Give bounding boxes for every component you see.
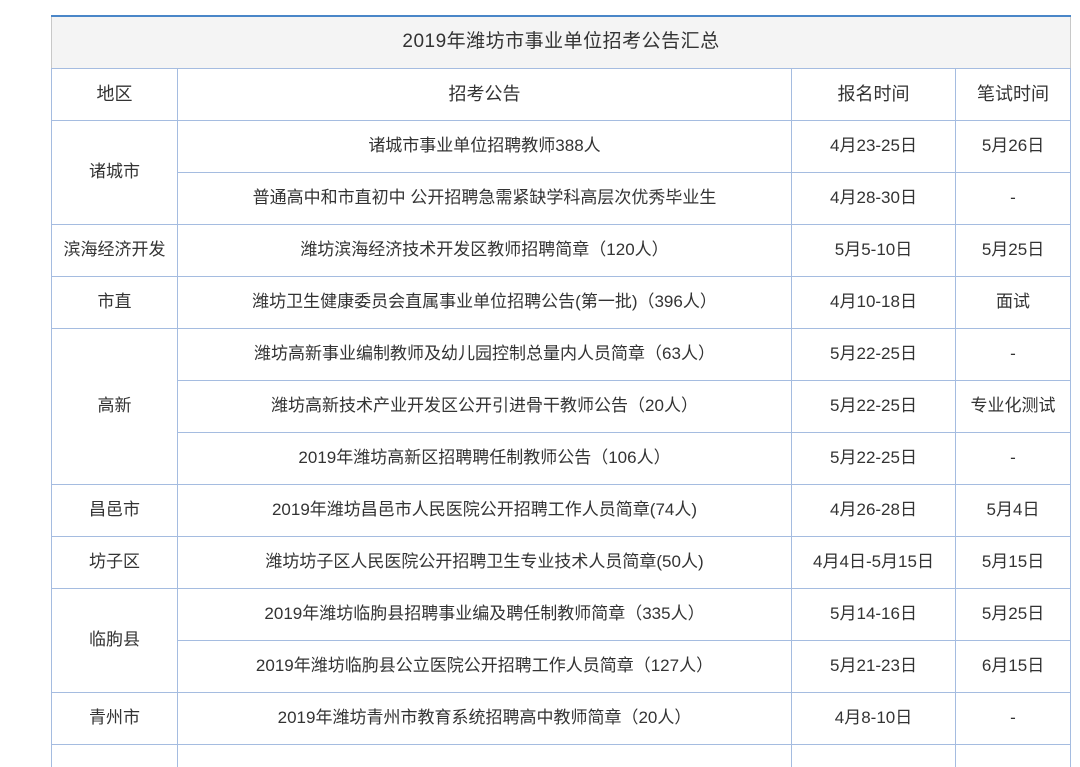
region-cell: 滨海经济开发 xyxy=(51,223,178,277)
signup-date-cell: 4月28-30日 xyxy=(791,171,956,225)
exam-date-cell: 5月26日 xyxy=(954,119,1072,173)
announcement-table-wrapper: 2019年潍坊市事业单位招考公告汇总 地区 招考公告 报名时间 笔试时间 诸城市… xyxy=(50,15,1072,767)
table-row: 普通高中和市直初中 公开招聘急需紧缺学科高层次优秀毕业生 4月28-30日 - xyxy=(52,171,1072,225)
column-header-region: 地区 xyxy=(51,67,178,121)
exam-date-cell: 5月4日 xyxy=(954,483,1072,537)
table-row xyxy=(51,743,1072,767)
signup-date-cell: 5月22-25日 xyxy=(791,431,956,485)
region-cell: 坊子区 xyxy=(51,535,178,589)
exam-date-cell: - xyxy=(954,327,1072,381)
announcement-link[interactable]: 2019年潍坊昌邑市人民医院公开招聘工作人员简章(74人) xyxy=(177,483,792,537)
signup-date-cell: 4月23-25日 xyxy=(791,119,956,173)
announcement-link[interactable]: 潍坊高新事业编制教师及幼儿园控制总量内人员简章（63人） xyxy=(177,327,792,381)
exam-date-cell: 专业化测试 xyxy=(954,379,1072,433)
announcement-link[interactable]: 潍坊卫生健康委员会直属事业单位招聘公告(第一批)（396人） xyxy=(177,275,792,329)
column-header-exam: 笔试时间 xyxy=(954,67,1072,121)
signup-date-cell: 5月14-16日 xyxy=(791,587,956,641)
region-cell: 诸城市 xyxy=(51,119,178,225)
announcement-link[interactable]: 2019年潍坊临朐县公立医院公开招聘工作人员简章（127人） xyxy=(177,639,792,693)
signup-date-cell: 5月22-25日 xyxy=(791,327,956,381)
exam-date-cell: - xyxy=(954,691,1072,745)
exam-date-cell: - xyxy=(954,431,1072,485)
exam-date-cell: 5月15日 xyxy=(954,535,1072,589)
announcement-link[interactable]: 潍坊高新技术产业开发区公开引进骨干教师公告（20人） xyxy=(177,379,792,433)
signup-date-cell: 5月21-23日 xyxy=(791,639,956,693)
region-cell: 市直 xyxy=(51,275,178,329)
announcement-table: 2019年潍坊市事业单位招考公告汇总 地区 招考公告 报名时间 笔试时间 诸城市… xyxy=(50,15,1072,767)
region-cell: 昌邑市 xyxy=(51,483,178,537)
table-row: 市直 潍坊卫生健康委员会直属事业单位招聘公告(第一批)（396人） 4月10-18日… xyxy=(51,275,1072,329)
table-row: 青州市 2019年潍坊青州市教育系统招聘高中教师简章（20人） 4月8-10日 - xyxy=(51,691,1072,745)
announcement-link[interactable]: 2019年潍坊青州市教育系统招聘高中教师简章（20人） xyxy=(177,691,792,745)
signup-date-cell: 4月26-28日 xyxy=(791,483,956,537)
exam-date-cell: - xyxy=(954,171,1072,225)
announcement-link[interactable]: 2019年潍坊临朐县招聘事业编及聘任制教师简章（335人） xyxy=(177,587,792,641)
region-cell: 青州市 xyxy=(51,691,178,745)
exam-date-cell: 面试 xyxy=(954,275,1072,329)
signup-date-cell: 4月8-10日 xyxy=(791,691,956,745)
signup-date-cell: 5月5-10日 xyxy=(791,223,956,277)
table-row: 昌邑市 2019年潍坊昌邑市人民医院公开招聘工作人员简章(74人) 4月26-28日… xyxy=(51,483,1072,537)
column-header-notice: 招考公告 xyxy=(177,67,792,121)
announcement-link[interactable]: 潍坊坊子区人民医院公开招聘卫生专业技术人员简章(50人) xyxy=(177,535,792,589)
table-row: 诸城市 诸城市事业单位招聘教师388人 4月23-25日 5月26日 xyxy=(51,119,1072,225)
table-title: 2019年潍坊市事业单位招考公告汇总 xyxy=(50,15,1072,69)
signup-date-cell xyxy=(791,743,956,767)
region-cell xyxy=(51,743,178,767)
exam-date-cell xyxy=(954,743,1072,767)
table-row: 坊子区 潍坊坊子区人民医院公开招聘卫生专业技术人员简章(50人) 4月4日-5月15… xyxy=(51,535,1072,589)
region-cell: 临朐县 xyxy=(51,587,178,693)
signup-date-cell: 4月10-18日 xyxy=(791,275,956,329)
announcement-link[interactable]: 2019年潍坊高新区招聘聘任制教师公告（106人） xyxy=(177,431,792,485)
table-row: 2019年潍坊临朐县公立医院公开招聘工作人员简章（127人） 5月21-23日 6月… xyxy=(52,639,1072,693)
exam-date-cell: 6月15日 xyxy=(954,639,1072,693)
table-row: 潍坊高新技术产业开发区公开引进骨干教师公告（20人） 5月22-25日 专业化测试 xyxy=(52,379,1072,433)
region-cell: 高新 xyxy=(51,327,178,485)
table-header-row: 地区 招考公告 报名时间 笔试时间 xyxy=(51,67,1072,121)
signup-date-cell: 5月22-25日 xyxy=(791,379,956,433)
table-title-row: 2019年潍坊市事业单位招考公告汇总 xyxy=(50,15,1072,69)
exam-date-cell: 5月25日 xyxy=(954,223,1072,277)
table-row: 临朐县 2019年潍坊临朐县招聘事业编及聘任制教师简章（335人） 5月14-16日… xyxy=(51,587,1072,693)
announcement-link[interactable]: 普通高中和市直初中 公开招聘急需紧缺学科高层次优秀毕业生 xyxy=(177,171,792,225)
table-row: 滨海经济开发 潍坊滨海经济技术开发区教师招聘简章（120人） 5月5-10日 5月25… xyxy=(51,223,1072,277)
announcement-link[interactable]: 潍坊滨海经济技术开发区教师招聘简章（120人） xyxy=(177,223,792,277)
exam-date-cell: 5月25日 xyxy=(954,587,1072,641)
column-header-signup: 报名时间 xyxy=(791,67,956,121)
announcement-link[interactable]: 诸城市事业单位招聘教师388人 xyxy=(177,119,792,173)
table-body: 2019年潍坊市事业单位招考公告汇总 地区 招考公告 报名时间 笔试时间 诸城市… xyxy=(50,15,1072,767)
table-row: 2019年潍坊高新区招聘聘任制教师公告（106人） 5月22-25日 - xyxy=(52,431,1072,485)
signup-date-cell: 4月4日-5月15日 xyxy=(791,535,956,589)
table-row: 高新 潍坊高新事业编制教师及幼儿园控制总量内人员简章（63人） 5月22-25日 - xyxy=(51,327,1072,485)
announcement-link xyxy=(177,743,792,767)
